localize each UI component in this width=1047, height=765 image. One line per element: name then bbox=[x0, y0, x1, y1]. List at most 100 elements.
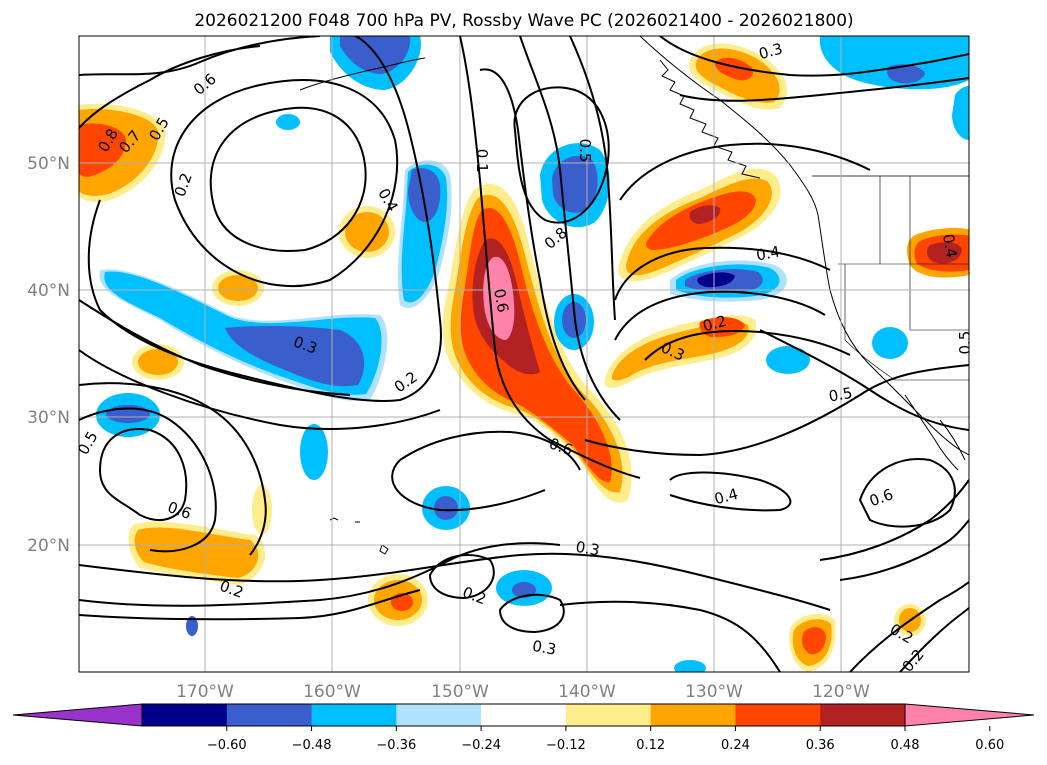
colorbar-tick-label: 0.60 bbox=[975, 738, 1004, 753]
positive-anomaly-hawaii-sw-orange bbox=[134, 527, 259, 578]
negative-anomaly-small-3-blue bbox=[434, 496, 458, 520]
contour-west-trough-2 bbox=[79, 349, 441, 430]
contour-central-2 bbox=[391, 459, 546, 512]
positive-anomaly-small-2-orange bbox=[218, 275, 258, 301]
colorbar-extend-high bbox=[904, 703, 1035, 727]
plot-title: 2026021200 F048 700 hPa PV, Rossby Wave … bbox=[194, 11, 853, 31]
contour-south-east-1 bbox=[559, 600, 781, 672]
positive-anomaly-small-3-orange bbox=[138, 349, 178, 375]
lon-label-130w: 130°W bbox=[685, 682, 743, 702]
contour-label: 0.6 bbox=[490, 287, 512, 314]
positive-anomaly-small-1-orange bbox=[345, 212, 389, 252]
colorbar-cell bbox=[735, 704, 821, 726]
contour-se-4 bbox=[899, 607, 969, 672]
lat-label-30n: 30°N bbox=[27, 408, 70, 428]
contour-closed-low-outer bbox=[170, 79, 399, 288]
border-state-5 bbox=[844, 264, 896, 381]
positive-anomaly-small-6 bbox=[252, 485, 272, 535]
contour-east-outer-1 bbox=[659, 36, 969, 77]
positive-anomaly-ridge-pink bbox=[483, 256, 515, 340]
positive-anomaly-northeast-darkred bbox=[689, 205, 721, 224]
colorbar-extend-low bbox=[12, 703, 143, 727]
negative-anomaly-northeast-top-blue bbox=[887, 64, 925, 84]
map-frame bbox=[78, 35, 970, 673]
contour-label: 0.5 bbox=[827, 384, 854, 406]
positive-anomaly-se-coast-red bbox=[802, 627, 826, 655]
lon-label-120w: 120°W bbox=[812, 682, 870, 702]
colorbar-cell bbox=[481, 704, 567, 726]
negative-anomaly-small-6 bbox=[872, 327, 908, 359]
contour-mid-east-3 bbox=[759, 329, 969, 431]
negative-anomaly-northeast-top bbox=[819, 36, 969, 90]
lat-label-40n: 40°N bbox=[27, 281, 70, 301]
coastline-alaska-islands bbox=[299, 57, 426, 91]
shaded-anomalies bbox=[79, 36, 969, 672]
contour-east-trough-2 bbox=[614, 290, 826, 341]
contour-south-1 bbox=[79, 552, 831, 611]
contour-label: 0.3 bbox=[531, 637, 558, 659]
coastline-canada-fjords bbox=[659, 59, 761, 179]
lon-label-140w: 140°W bbox=[558, 682, 616, 702]
contour-label: 0.5 bbox=[956, 331, 974, 355]
colorbar-cells bbox=[142, 704, 906, 726]
colorbar-tick-label: 0.12 bbox=[636, 738, 665, 753]
negative-anomaly-central-blue bbox=[225, 325, 365, 387]
contour-se-1 bbox=[819, 479, 969, 561]
contour-mid-east-1 bbox=[584, 364, 969, 457]
contour-mid-east-2 bbox=[669, 471, 792, 512]
negative-anomaly-small-5 bbox=[300, 424, 328, 480]
contour-label: 0.5 bbox=[576, 139, 594, 163]
negative-anomaly-small-10 bbox=[674, 660, 706, 672]
colorbar-cell bbox=[226, 704, 313, 726]
contour-label: 0.2 bbox=[701, 312, 729, 336]
contour-east-outer-3 bbox=[619, 142, 871, 201]
contour-west-ridge-1 bbox=[79, 36, 321, 76]
contour-ridge-outer-east bbox=[569, 36, 616, 321]
contour-label: 0.4 bbox=[939, 233, 961, 260]
contour-ridge-east-side bbox=[519, 36, 621, 421]
colorbar-cell bbox=[311, 704, 397, 726]
colorbar: −0.60 −0.48 −0.36 −0.24 −0.12 0.12 0.24 0.36 0.4… bbox=[12, 703, 1035, 753]
negative-anomaly-trough-east-navy bbox=[697, 272, 735, 288]
contour-closed-low-inner bbox=[209, 106, 367, 252]
colorbar-tick-label: −0.36 bbox=[376, 738, 416, 753]
coastline-baja bbox=[904, 394, 959, 471]
contour-label: 0.4 bbox=[712, 485, 740, 509]
colorbar-cell bbox=[820, 704, 906, 726]
contour-hawaii-area-3 bbox=[79, 382, 267, 556]
coastline-hawaii-islands bbox=[329, 517, 389, 555]
contour-east-trough-1 bbox=[614, 246, 831, 301]
colorbar-cell bbox=[142, 704, 228, 726]
map-panel: 0.60.80.7 0.50.20.40.30.20.10.60.80.50.60… bbox=[79, 36, 974, 672]
colorbar-cell bbox=[650, 704, 736, 726]
colorbar-frame bbox=[141, 703, 906, 727]
lon-label-150w: 150°W bbox=[431, 682, 489, 702]
latitude-labels: 50°N 40°N 30°N 20°N bbox=[27, 154, 70, 556]
colorbar-cell bbox=[565, 704, 652, 726]
contour-low-closed bbox=[513, 86, 610, 224]
contour-south-3 bbox=[79, 589, 421, 621]
negative-anomaly-small-8 bbox=[276, 114, 300, 130]
contour-se-2 bbox=[839, 519, 969, 581]
colorbar-tick-label: −0.24 bbox=[461, 738, 501, 753]
contour-label: 0.4 bbox=[755, 243, 782, 265]
contour-label: 0.1 bbox=[473, 149, 491, 173]
contour-se-3 bbox=[849, 581, 969, 672]
gridlines bbox=[79, 36, 969, 672]
colorbar-cell bbox=[396, 704, 482, 726]
lon-label-160w: 160°W bbox=[303, 682, 361, 702]
contour-south-closed-2 bbox=[498, 593, 565, 634]
negative-anomaly-north-blue bbox=[408, 168, 441, 222]
contour-label: 0.3 bbox=[574, 538, 601, 560]
colorbar-tick-labels: −0.60 −0.48 −0.36 −0.24 −0.12 0.12 0.24 0.36 0.4… bbox=[207, 726, 1004, 753]
contour-ridge-west-side bbox=[459, 36, 641, 479]
contour-west-ridge-2 bbox=[79, 45, 261, 129]
negative-anomaly-small-7 bbox=[766, 346, 810, 374]
contour-east-trough-3 bbox=[644, 329, 851, 361]
contour-south-2 bbox=[79, 542, 561, 607]
negative-anomaly-small-4-blue bbox=[512, 582, 536, 598]
colorbar-tick-label: −0.60 bbox=[207, 738, 247, 753]
colorbar-tick-label: 0.36 bbox=[806, 738, 835, 753]
contour-south-closed-1 bbox=[428, 554, 495, 600]
coastline-mexico bbox=[939, 419, 966, 461]
